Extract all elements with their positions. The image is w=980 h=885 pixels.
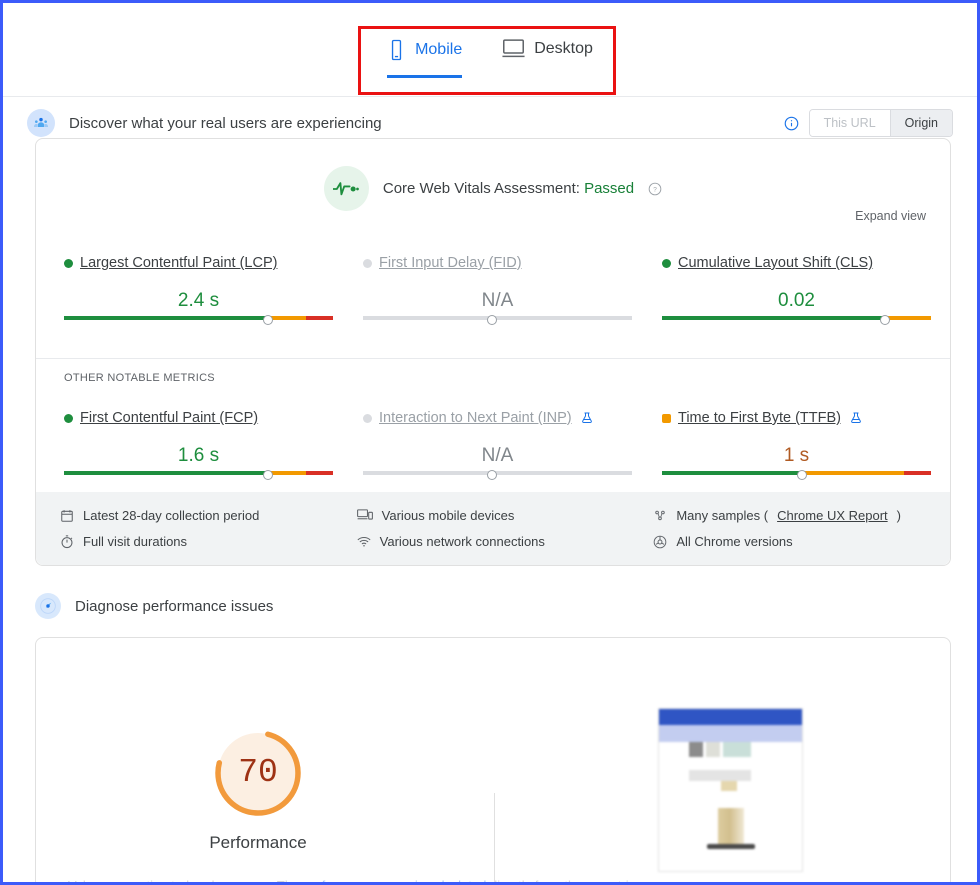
- svg-text:?: ?: [653, 186, 657, 193]
